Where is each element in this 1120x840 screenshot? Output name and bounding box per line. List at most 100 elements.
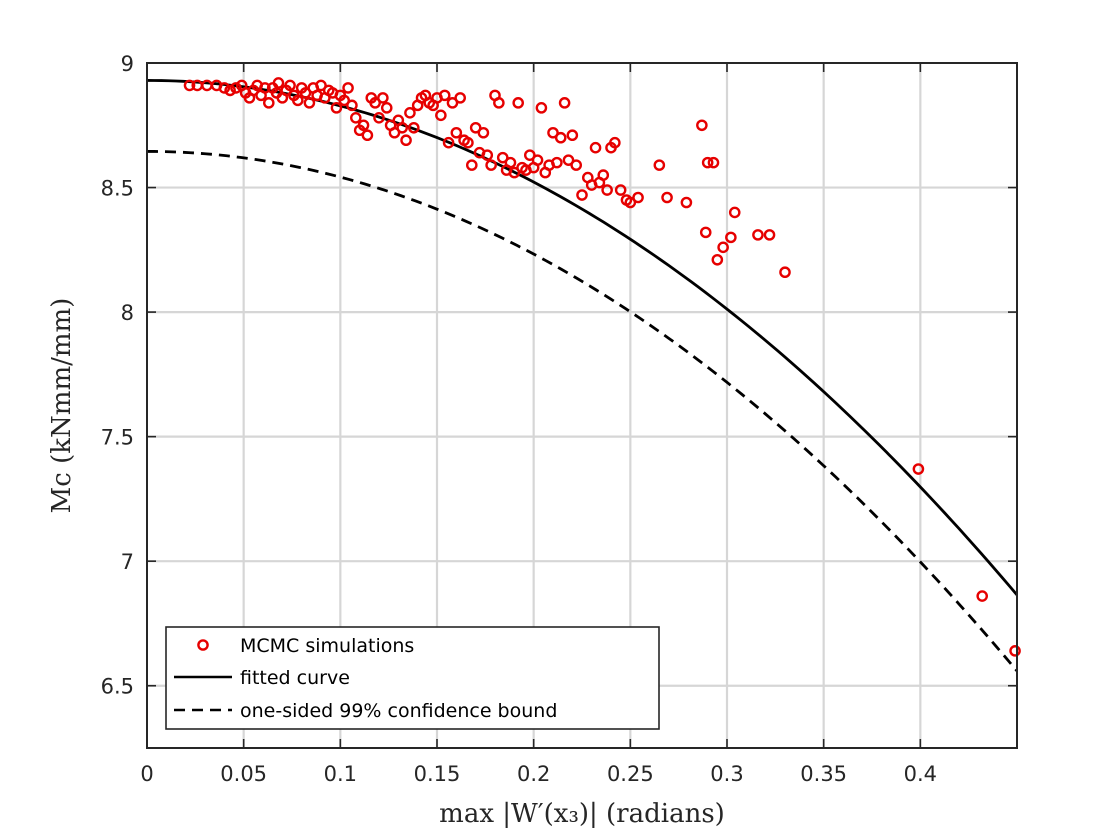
scatter-point (576, 189, 588, 201)
scatter-point (224, 84, 236, 97)
scatter-point (380, 102, 393, 114)
scatter-point (469, 121, 482, 134)
fitted-curve-line (146, 79, 1019, 596)
axes: 0 0.05 0.1 0.15 0.2 0.25 0.3 0.35 0.4 6.5 7 7.5 8 8.5… (101, 52, 1018, 786)
scatter-point (400, 134, 412, 147)
scatter-point (454, 92, 467, 104)
scatter-point (912, 463, 925, 475)
scatter-point (699, 226, 712, 239)
scatter-point (407, 121, 420, 134)
scatter-point (373, 112, 385, 124)
x-tick-label: 0.3 (710, 762, 743, 786)
scatter-point (435, 109, 447, 122)
scatter-point (531, 154, 544, 166)
x-tick-label: 0.2 (517, 762, 550, 786)
x-tick-label: 0.05 (220, 762, 267, 786)
scatter-point (462, 136, 474, 149)
scatter-point (589, 141, 602, 154)
scatter-point (680, 196, 693, 209)
scatter-point (369, 97, 381, 109)
scatter-point (725, 231, 737, 244)
scatter-point (450, 126, 463, 139)
scatter-point (763, 229, 776, 241)
scatter-point (183, 79, 196, 92)
scatter-point (547, 126, 559, 139)
x-tick-label: 0 (140, 762, 153, 786)
scatter-point (653, 159, 666, 171)
y-axis-label: Mc (kNmm/mm) (47, 298, 77, 514)
scatter-point (388, 126, 401, 139)
scatter-point (696, 119, 708, 132)
scatter-point (551, 156, 563, 169)
scatter-point (299, 87, 312, 99)
scatter-point (1009, 645, 1021, 657)
x-tick-label: 0.25 (607, 762, 654, 786)
scatter-point (218, 82, 231, 94)
scatter-point (342, 82, 354, 94)
legend-label-mcmc-simulations: MCMC simulations (240, 635, 414, 657)
scatter-point (404, 107, 416, 119)
scatter-point (291, 94, 304, 107)
y-tick-label: 9 (121, 52, 134, 76)
y-tick-label: 6.5 (101, 675, 134, 699)
plot-series (146, 77, 1021, 672)
x-tick-label: 0.4 (904, 762, 937, 786)
x-tick-label: 0.15 (414, 762, 461, 786)
x-axis-label: max |W′(x₃)| (radians) (439, 799, 725, 829)
scatter-point (477, 126, 490, 139)
scatter-point (442, 136, 455, 149)
scatter-point (614, 184, 627, 196)
scatter-point (609, 136, 621, 149)
scatter-point (707, 156, 720, 169)
scatter-point (446, 97, 459, 109)
scatter-point (717, 241, 729, 254)
scatter-point (357, 119, 370, 132)
scatter-point (632, 191, 644, 204)
y-tick-label: 8.5 (101, 177, 134, 201)
confidence-bound-line (146, 150, 1019, 672)
scatter-point (504, 156, 517, 169)
scatter-point (701, 156, 714, 169)
y-tick-label: 7.5 (101, 426, 134, 450)
scatter-point (438, 89, 451, 102)
scatter-point (554, 131, 567, 144)
scatter-point (728, 206, 741, 219)
axes-frame (146, 62, 1018, 749)
x-tick-label: 0.35 (800, 762, 847, 786)
scatter-point (535, 102, 548, 114)
y-tick-label: 7 (121, 550, 134, 574)
scatter-point (562, 154, 575, 166)
grid (147, 63, 1017, 748)
scatter-point (377, 92, 389, 104)
scatter-point (230, 82, 242, 94)
scatter-point (496, 151, 509, 164)
scatter-point (512, 97, 525, 109)
scatter-point (315, 79, 327, 92)
legend-box (165, 626, 660, 730)
scatter-point (601, 184, 613, 196)
scatter-point (272, 77, 285, 89)
scatter-point (396, 121, 409, 134)
scatter-point (346, 99, 358, 112)
scatter-point (485, 159, 497, 171)
legend-marker-scatter (197, 639, 209, 651)
scatter-point (558, 97, 571, 109)
scatter-point (976, 590, 989, 602)
scatter-point (259, 82, 271, 94)
scatter-point (711, 253, 724, 266)
scatter-point (361, 129, 374, 142)
scatter-point (524, 149, 536, 161)
legend-label-confidence-bound: one-sided 99% confidence bound (240, 700, 557, 722)
scatter-point (566, 129, 579, 142)
scatter-point (661, 191, 673, 204)
scatter-point (779, 266, 791, 279)
scatter-point (338, 94, 351, 107)
y-tick-label: 8 (121, 301, 134, 325)
scatter-point (508, 166, 521, 179)
scatter-point (349, 112, 362, 124)
scatter-point (752, 229, 764, 241)
scatter-point (597, 169, 610, 181)
scatter-point (262, 97, 275, 109)
scatter-point (570, 159, 583, 171)
